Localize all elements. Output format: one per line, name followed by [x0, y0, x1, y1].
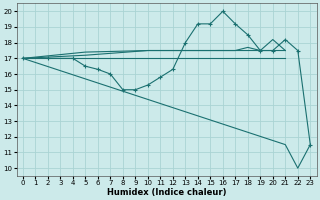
X-axis label: Humidex (Indice chaleur): Humidex (Indice chaleur)	[107, 188, 226, 197]
